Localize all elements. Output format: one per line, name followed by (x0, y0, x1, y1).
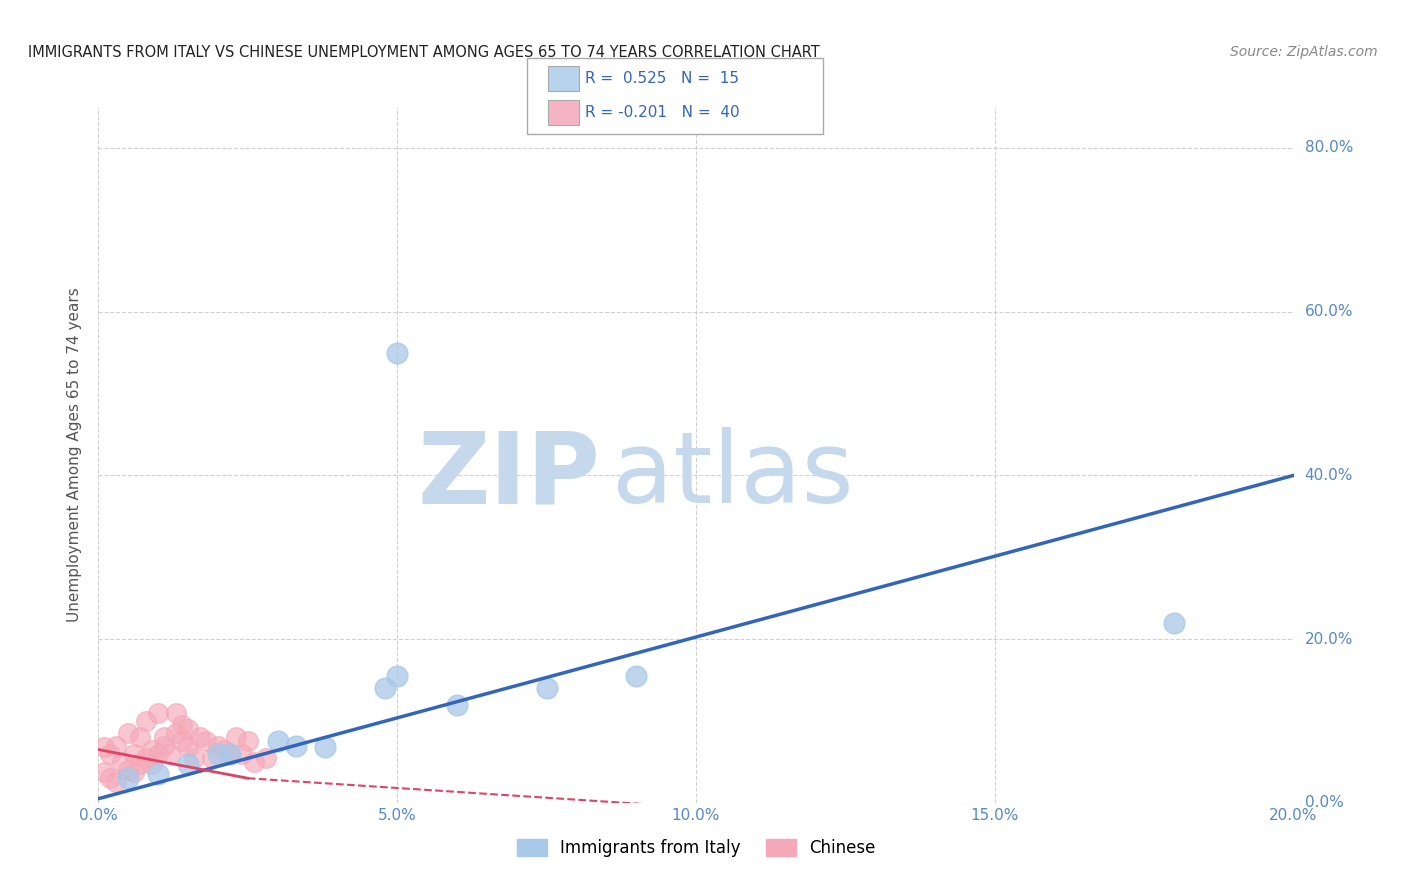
Point (225, 731, 247, 745)
Text: Source: ZipAtlas.com: Source: ZipAtlas.com (1230, 45, 1378, 59)
Point (254, 751, 277, 765)
Point (183, 751, 205, 765)
Point (315, 740, 337, 755)
Text: R =  0.525   N =  15: R = 0.525 N = 15 (585, 71, 740, 87)
Point (98, 771, 122, 785)
Point (385, 669, 409, 683)
Point (188, 731, 211, 745)
Y-axis label: Unemployment Among Ages 65 to 74 years: Unemployment Among Ages 65 to 74 years (67, 287, 83, 623)
Text: 80.0%: 80.0% (1305, 140, 1353, 155)
Point (93, 764, 115, 779)
Point (148, 767, 170, 781)
Point (129, 756, 152, 771)
Point (105, 775, 128, 789)
Point (105, 739, 128, 753)
Point (165, 726, 187, 740)
Point (124, 747, 146, 761)
Point (219, 747, 242, 761)
Point (207, 739, 229, 753)
Text: R = -0.201   N =  40: R = -0.201 N = 40 (585, 105, 740, 120)
Point (177, 756, 200, 771)
Point (141, 742, 163, 756)
Text: ZIP: ZIP (418, 427, 600, 524)
Point (195, 734, 218, 748)
Point (172, 734, 194, 748)
Point (117, 726, 139, 740)
Point (172, 718, 194, 732)
Point (446, 698, 468, 712)
Point (236, 734, 259, 748)
Point (219, 747, 242, 761)
Legend: Immigrants from Italy, Chinese: Immigrants from Italy, Chinese (510, 832, 882, 864)
Point (124, 764, 146, 779)
Point (98, 747, 122, 761)
Point (374, 681, 396, 696)
Point (117, 763, 139, 777)
Point (1163, 615, 1185, 630)
Point (117, 771, 139, 785)
Point (231, 747, 253, 761)
Text: 60.0%: 60.0% (1305, 304, 1353, 319)
Point (111, 755, 134, 769)
Point (135, 751, 157, 765)
Point (177, 740, 200, 755)
Text: 20.0%: 20.0% (1305, 632, 1353, 647)
Text: 0.0%: 0.0% (1305, 796, 1343, 810)
Text: 40.0%: 40.0% (1305, 468, 1353, 483)
Text: atlas: atlas (613, 427, 853, 524)
Point (284, 739, 307, 753)
Point (267, 734, 290, 748)
Point (135, 714, 157, 728)
Point (385, 345, 409, 359)
Point (177, 722, 200, 736)
Point (243, 755, 266, 769)
Point (626, 669, 648, 683)
Point (93, 740, 115, 755)
Point (212, 742, 235, 756)
Point (201, 751, 224, 765)
Point (207, 747, 229, 761)
Point (159, 747, 181, 761)
Point (148, 747, 170, 761)
Point (153, 739, 176, 753)
Point (165, 706, 187, 720)
Point (536, 681, 558, 696)
Point (148, 706, 170, 720)
Text: IMMIGRANTS FROM ITALY VS CHINESE UNEMPLOYMENT AMONG AGES 65 TO 74 YEARS CORRELAT: IMMIGRANTS FROM ITALY VS CHINESE UNEMPLO… (28, 45, 820, 60)
Point (141, 756, 163, 771)
Point (153, 731, 176, 745)
Point (129, 731, 152, 745)
